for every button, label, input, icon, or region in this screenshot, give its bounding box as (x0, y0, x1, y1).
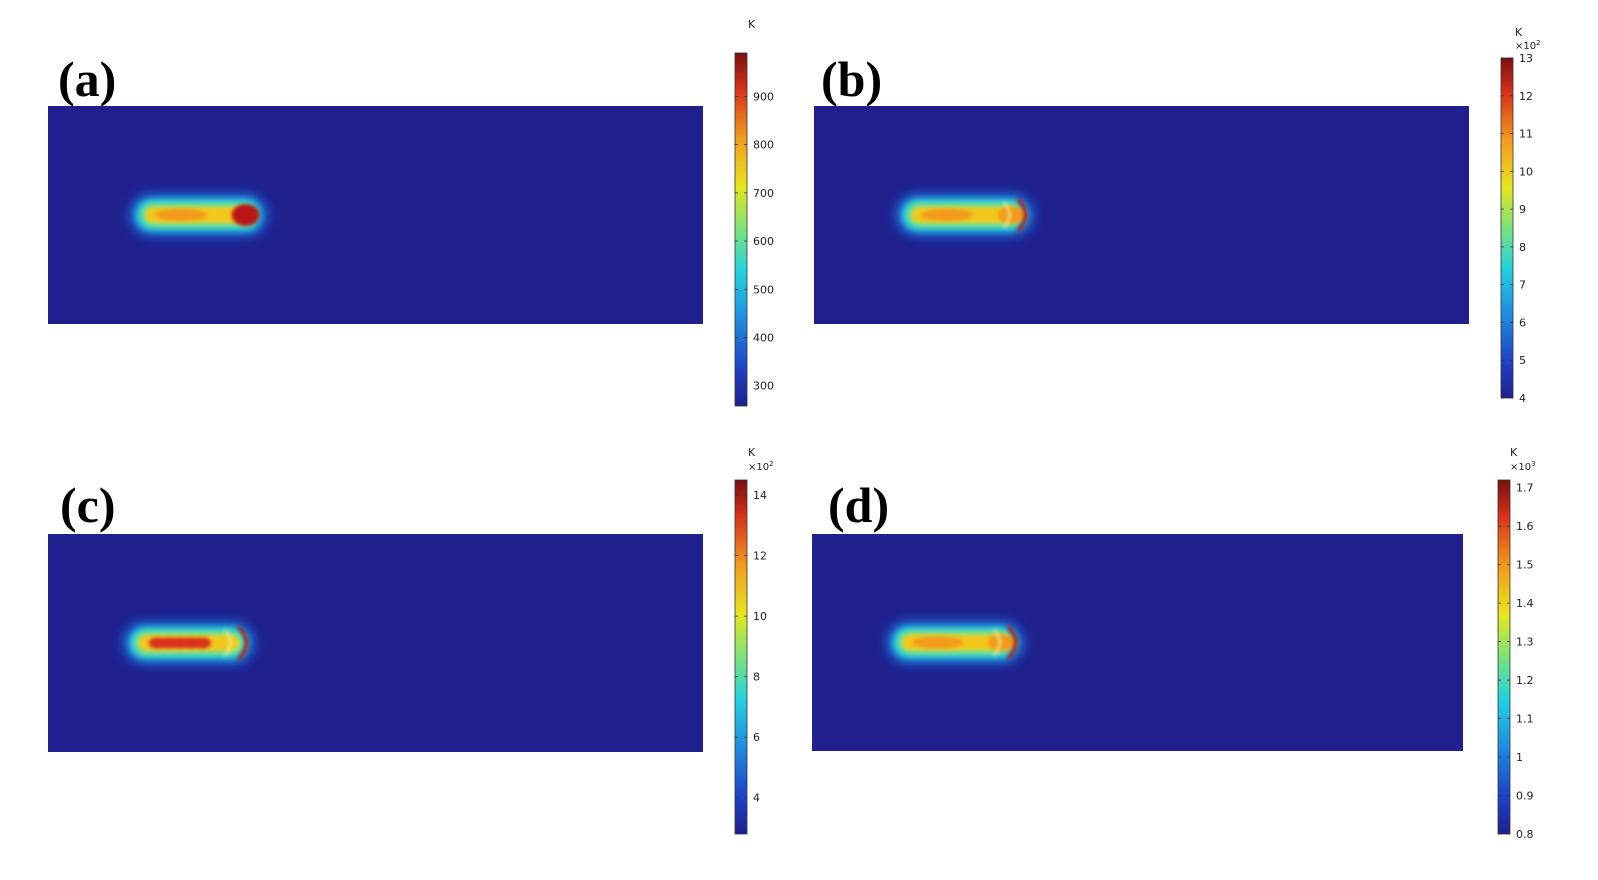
heatmap-plot-d (812, 534, 1463, 751)
colorbar-tick-label-b: 9 (1519, 203, 1526, 216)
melt-inner-ring-c (223, 629, 232, 657)
colorbar-tick-label-a: 700 (753, 187, 774, 200)
panel-label-c: (c) (60, 477, 116, 533)
colorbar-unit-b: K (1515, 26, 1523, 39)
heatmap-plot-c (48, 534, 703, 752)
melt-front-ring-d (1006, 625, 1018, 660)
colorbar-tick-label-a: 300 (753, 380, 774, 393)
heatmap-plot-a (48, 106, 703, 324)
hot-bead-c (193, 637, 212, 649)
colorbar-tick-label-d: 1.3 (1516, 636, 1534, 649)
colorbar-tick-label-b: 11 (1519, 128, 1533, 141)
colorbar-tick-label-d: 1 (1516, 751, 1523, 764)
colorbar-tick-label-d: 1.6 (1516, 520, 1534, 533)
colorbar-tick-label-b: 8 (1519, 241, 1526, 254)
panel-a: (a) K 300 400 500 600 700 800 900 (48, 18, 774, 407)
colorbar-b: K ×102 4 5 6 7 8 9 10 11 12 13 (1500, 26, 1541, 405)
colorbar-tick-label-b: 10 (1519, 165, 1533, 178)
colorbar-multiplier-b: ×102 (1515, 39, 1541, 52)
colorbar-gradient-b (1500, 57, 1514, 399)
colorbar-multiplier-c: ×102 (748, 460, 774, 473)
colorbar-multiplier-d: ×103 (1510, 460, 1536, 473)
colorbar-tick-label-c: 4 (753, 792, 760, 805)
colorbar-gradient-d (1497, 479, 1511, 835)
colorbar-tick-label-d: 1.4 (1516, 597, 1534, 610)
colorbar-a: K 300 400 500 600 700 800 900 (734, 18, 774, 407)
panel-label-d: (d) (828, 477, 889, 533)
colorbar-tick-label-a: 500 (753, 283, 774, 296)
melt-front-ring-b (1016, 197, 1028, 233)
hot-core-front-d (987, 634, 1016, 651)
colorbar-gradient-a (734, 52, 748, 407)
colorbar-tick-label-b: 5 (1519, 354, 1526, 367)
heatmap-plot-b (814, 106, 1469, 324)
colorbar-unit-c: K (748, 446, 756, 459)
colorbar-tick-label-c: 8 (753, 671, 760, 684)
colorbar-d: K ×103 0.8 0.9 1 1.1 1.2 1.3 1.4 1.5 1.6 1.7 (1497, 446, 1536, 841)
colorbar-tick-label-d: 0.9 (1516, 790, 1534, 803)
colorbar-tick-label-b: 4 (1519, 392, 1526, 405)
colorbar-unit-d: K (1510, 446, 1518, 459)
melt-inner-ring-b (1002, 201, 1011, 229)
colorbar-tick-label-c: 10 (753, 610, 767, 623)
melt-front-ring-c (237, 625, 249, 661)
colorbar-tick-label-c: 6 (753, 731, 760, 744)
panel-label-b: (b) (821, 51, 882, 107)
colorbar-tick-label-d: 1.5 (1516, 559, 1534, 572)
colorbar-unit-a: K (748, 18, 756, 31)
panel-label-a: (a) (58, 51, 116, 107)
colorbar-tick-label-d: 1.1 (1516, 713, 1534, 726)
colorbar-tick-label-d: 0.8 (1516, 828, 1534, 841)
colorbar-tick-label-a: 800 (753, 139, 774, 152)
colorbar-tick-label-d: 1.7 (1516, 482, 1534, 495)
panel-d: (d) K ×103 0.8 0.9 1 1.1 1.2 1.3 1.4 1.5 1.6 1.7 (812, 446, 1536, 841)
colorbar-tick-label-b: 7 (1519, 279, 1526, 292)
colorbar-c: K ×102 4 6 8 10 12 14 (734, 446, 774, 835)
hot-core-trail-b (921, 209, 973, 221)
colorbar-tick-label-b: 6 (1519, 316, 1526, 329)
colorbar-tick-label-d: 1.2 (1516, 674, 1534, 687)
melt-inner-ring-d (993, 628, 1001, 657)
colorbar-tick-label-a: 600 (753, 235, 774, 248)
colorbar-tick-label-a: 900 (753, 90, 774, 103)
panel-c: (c) K ×102 4 6 8 10 12 14 (48, 446, 774, 835)
colorbar-gradient-c (734, 479, 748, 835)
colorbar-tick-label-a: 400 (753, 332, 774, 345)
colorbar-tick-label-c: 12 (753, 550, 767, 563)
colorbar-tick-label-c: 14 (753, 489, 767, 502)
hot-core-trail-a (155, 209, 207, 221)
hot-core-trail-d (911, 636, 964, 649)
colorbar-tick-label-b: 12 (1519, 90, 1533, 103)
hot-core-front-b (997, 206, 1026, 224)
colorbar-tick-label-b: 13 (1519, 52, 1533, 65)
hot-core-front-a (231, 204, 260, 226)
panel-b: (b) K ×102 4 5 6 7 8 9 10 11 12 13 (814, 26, 1541, 405)
